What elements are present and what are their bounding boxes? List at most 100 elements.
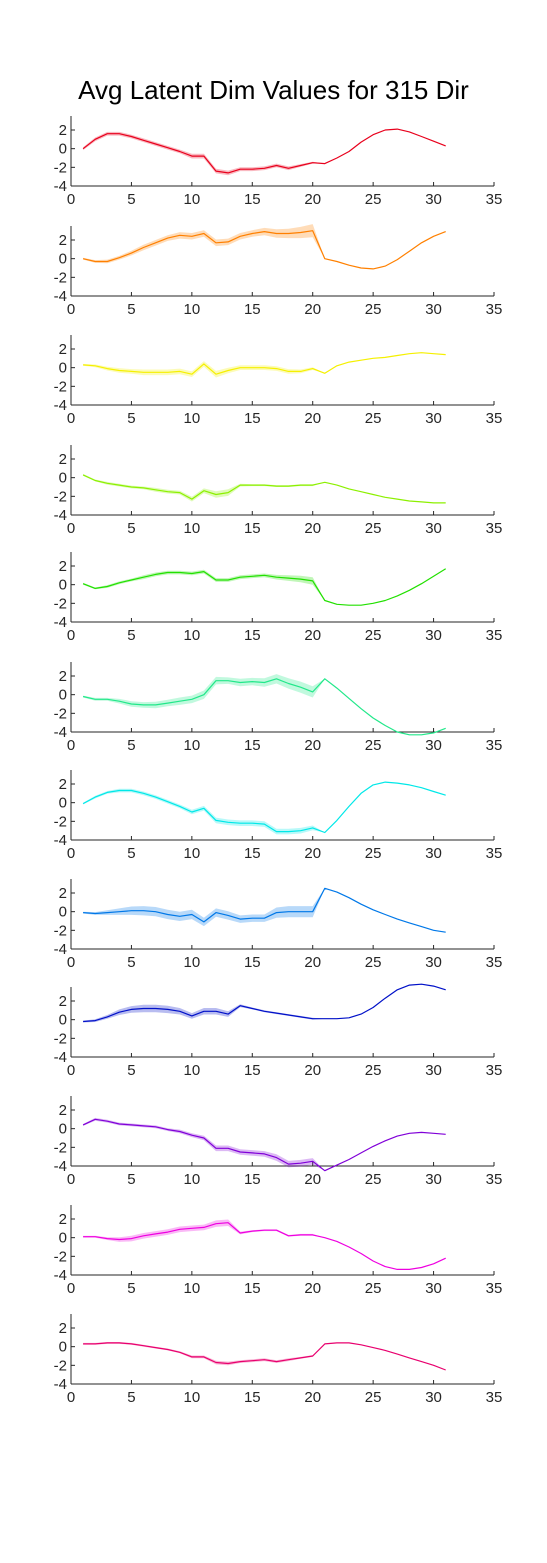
- y-tick-label: -4: [54, 178, 67, 195]
- x-tick-label: 20: [304, 1062, 321, 1079]
- x-tick-label: 20: [304, 737, 321, 754]
- x-tick-label: 0: [67, 520, 75, 537]
- x-tick-label: 35: [486, 845, 503, 862]
- x-tick-label: 10: [184, 954, 201, 971]
- x-tick-label: 20: [304, 191, 321, 208]
- y-tick-label: -2: [54, 922, 67, 939]
- x-tick-label: 20: [304, 410, 321, 427]
- y-tick-label: -2: [54, 1248, 67, 1265]
- x-tick-label: 5: [127, 737, 135, 754]
- y-tick-label: -2: [54, 705, 67, 722]
- x-tick-label: 20: [304, 520, 321, 537]
- y-tick-label: 0: [59, 577, 67, 594]
- x-tick-label: 5: [127, 1389, 135, 1406]
- x-tick-label: 35: [486, 191, 503, 208]
- x-tick-label: 20: [304, 301, 321, 318]
- x-tick-label: 30: [425, 1280, 442, 1297]
- x-tick-label: 20: [304, 954, 321, 971]
- y-tick-label: 2: [59, 776, 67, 793]
- x-tick-label: 25: [365, 410, 382, 427]
- x-tick-label: 5: [127, 1280, 135, 1297]
- y-tick-label: 0: [59, 687, 67, 704]
- series-error-band: [83, 782, 446, 835]
- x-tick-label: 30: [425, 627, 442, 644]
- x-tick-label: 35: [486, 301, 503, 318]
- x-tick-label: 10: [184, 627, 201, 644]
- x-tick-label: 35: [486, 1280, 503, 1297]
- x-tick-label: 30: [425, 520, 442, 537]
- x-tick-label: 10: [184, 1171, 201, 1188]
- x-tick-label: 10: [184, 845, 201, 862]
- x-tick-label: 30: [425, 954, 442, 971]
- x-tick-label: 30: [425, 737, 442, 754]
- x-tick-label: 5: [127, 845, 135, 862]
- x-tick-label: 30: [425, 410, 442, 427]
- y-tick-label: -4: [54, 724, 67, 741]
- series-line: [82, 128, 446, 174]
- y-tick-label: -2: [54, 1030, 67, 1047]
- x-tick-label: 0: [67, 1389, 75, 1406]
- x-tick-label: 35: [486, 1389, 503, 1406]
- x-tick-label: 25: [365, 1389, 382, 1406]
- x-tick-label: 5: [127, 954, 135, 971]
- x-tick-label: 25: [365, 627, 382, 644]
- x-tick-label: 30: [425, 1389, 442, 1406]
- x-tick-label: 5: [127, 301, 135, 318]
- series-error-band: [83, 1219, 446, 1270]
- x-tick-label: 5: [127, 520, 135, 537]
- y-tick-label: -4: [54, 941, 67, 958]
- x-tick-label: 15: [244, 737, 261, 754]
- x-tick-label: 0: [67, 1280, 75, 1297]
- x-tick-label: 10: [184, 191, 201, 208]
- x-tick-label: 25: [365, 520, 382, 537]
- x-tick-label: 35: [486, 1062, 503, 1079]
- x-tick-label: 30: [425, 301, 442, 318]
- y-tick-label: 2: [59, 885, 67, 902]
- series-line: [82, 474, 446, 504]
- y-tick-label: -4: [54, 614, 67, 631]
- x-tick-label: 30: [425, 845, 442, 862]
- y-tick-label: -2: [54, 813, 67, 830]
- y-tick-label: 0: [59, 1230, 67, 1247]
- x-tick-label: 0: [67, 845, 75, 862]
- series-line: [83, 1342, 446, 1371]
- x-tick-label: 10: [184, 1389, 201, 1406]
- y-tick-label: -2: [54, 488, 67, 505]
- series-line: [82, 230, 446, 270]
- x-tick-label: 0: [67, 954, 75, 971]
- x-tick-label: 5: [127, 191, 135, 208]
- y-tick-label: 0: [59, 795, 67, 812]
- y-tick-label: 2: [59, 1211, 67, 1228]
- y-tick-label: 2: [59, 1102, 67, 1119]
- y-tick-label: -4: [54, 1376, 67, 1393]
- y-tick-label: 0: [59, 360, 67, 377]
- x-tick-label: 35: [486, 520, 503, 537]
- x-tick-label: 15: [244, 954, 261, 971]
- y-tick-label: -2: [54, 378, 67, 395]
- y-tick-label: -4: [54, 397, 67, 414]
- series-line: [82, 678, 446, 736]
- x-tick-label: 30: [425, 1062, 442, 1079]
- figure-title: Avg Latent Dim Values for 315 Dir: [78, 75, 469, 105]
- x-tick-label: 0: [67, 301, 75, 318]
- x-tick-label: 0: [67, 410, 75, 427]
- x-tick-label: 20: [304, 845, 321, 862]
- x-tick-label: 15: [244, 1062, 261, 1079]
- x-tick-label: 10: [184, 1062, 201, 1079]
- y-tick-label: 0: [59, 141, 67, 158]
- x-tick-label: 15: [244, 191, 261, 208]
- x-tick-label: 25: [365, 845, 382, 862]
- y-tick-label: 2: [59, 1320, 67, 1337]
- y-tick-label: 0: [59, 1339, 67, 1356]
- y-tick-label: 2: [59, 451, 67, 468]
- series-line: [82, 1118, 446, 1172]
- x-tick-label: 15: [244, 520, 261, 537]
